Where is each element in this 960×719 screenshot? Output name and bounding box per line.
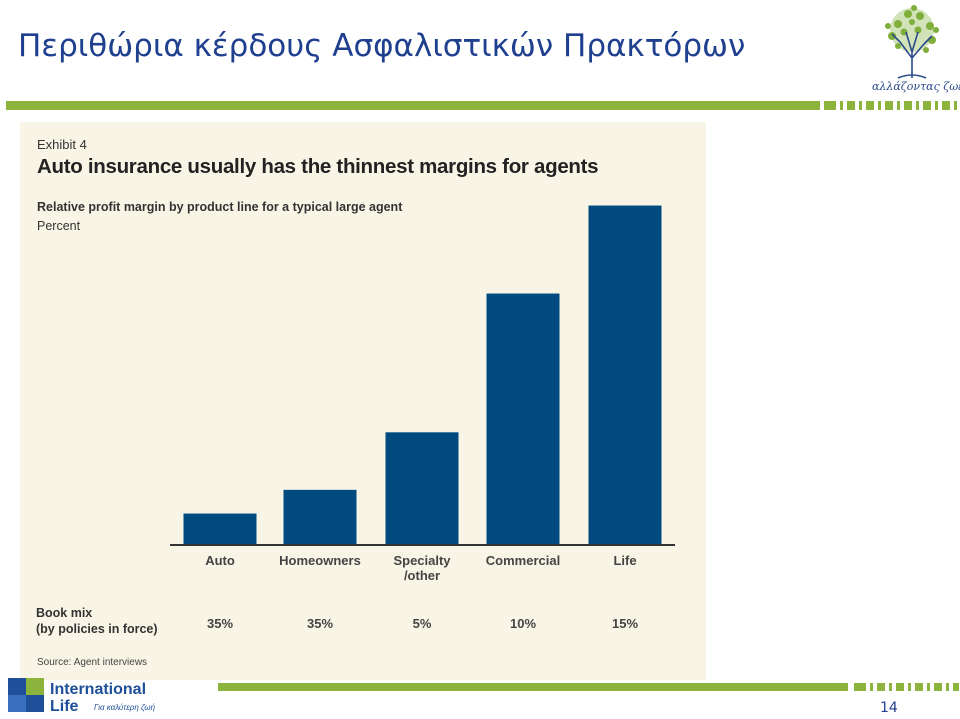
- bar-chart: Auto Homeowners Specialty/other Commercial L…: [170, 205, 675, 631]
- logo-tagline: Για καλύτερη ζωή: [94, 703, 156, 712]
- book-mix-label-line1: Book mix: [36, 606, 93, 620]
- bar-4: [486, 293, 560, 544]
- international-life-logo: International Life Για καλύτερη ζωή: [8, 678, 156, 715]
- x-tick-label-4: Commercial: [486, 553, 560, 568]
- top-accent-band: [6, 101, 957, 110]
- page-number: 14: [880, 700, 898, 716]
- logo-name-line1: International: [50, 681, 146, 698]
- exhibit-panel: Exhibit 4 Auto insurance usually has the…: [20, 122, 706, 680]
- x-tick-label-1: Auto: [205, 553, 235, 568]
- book-mix-label-line2: (by policies in force): [36, 622, 158, 636]
- x-tick-label-5: Life: [613, 553, 636, 568]
- bar-3: [385, 432, 459, 544]
- bar-1: [183, 513, 257, 544]
- book-mix-value-2: 35%: [307, 616, 333, 631]
- source-note: Source: Agent interviews: [37, 657, 148, 668]
- tree-logo-icon: [885, 5, 939, 79]
- chart-subtitle: Relative profit margin by product line f…: [37, 200, 403, 214]
- exhibit-label: Exhibit 4: [37, 137, 87, 152]
- bottom-accent-band: [218, 683, 959, 691]
- book-mix-label: Book mix (by policies in force): [36, 605, 158, 637]
- book-mix-value-4: 10%: [510, 616, 536, 631]
- x-tick-label-2: Homeowners: [279, 553, 361, 568]
- book-mix-value-5: 15%: [612, 616, 638, 631]
- bar-5: [588, 205, 662, 544]
- brand-caption: αλλάζοντας ζωές: [872, 80, 960, 93]
- book-mix-value-1: 35%: [207, 616, 233, 631]
- logo-name-line2: Life: [50, 698, 79, 715]
- slide-title: Περιθώρια κέρδους Ασφαλιστικών Πρακτόρων: [18, 28, 746, 64]
- chart-title: Auto insurance usually has the thinnest …: [37, 155, 599, 178]
- bar-2: [283, 489, 357, 544]
- book-mix-value-3: 5%: [413, 616, 432, 631]
- x-tick-label-3: Specialty/other: [393, 553, 451, 583]
- chart-unit-label: Percent: [37, 219, 81, 233]
